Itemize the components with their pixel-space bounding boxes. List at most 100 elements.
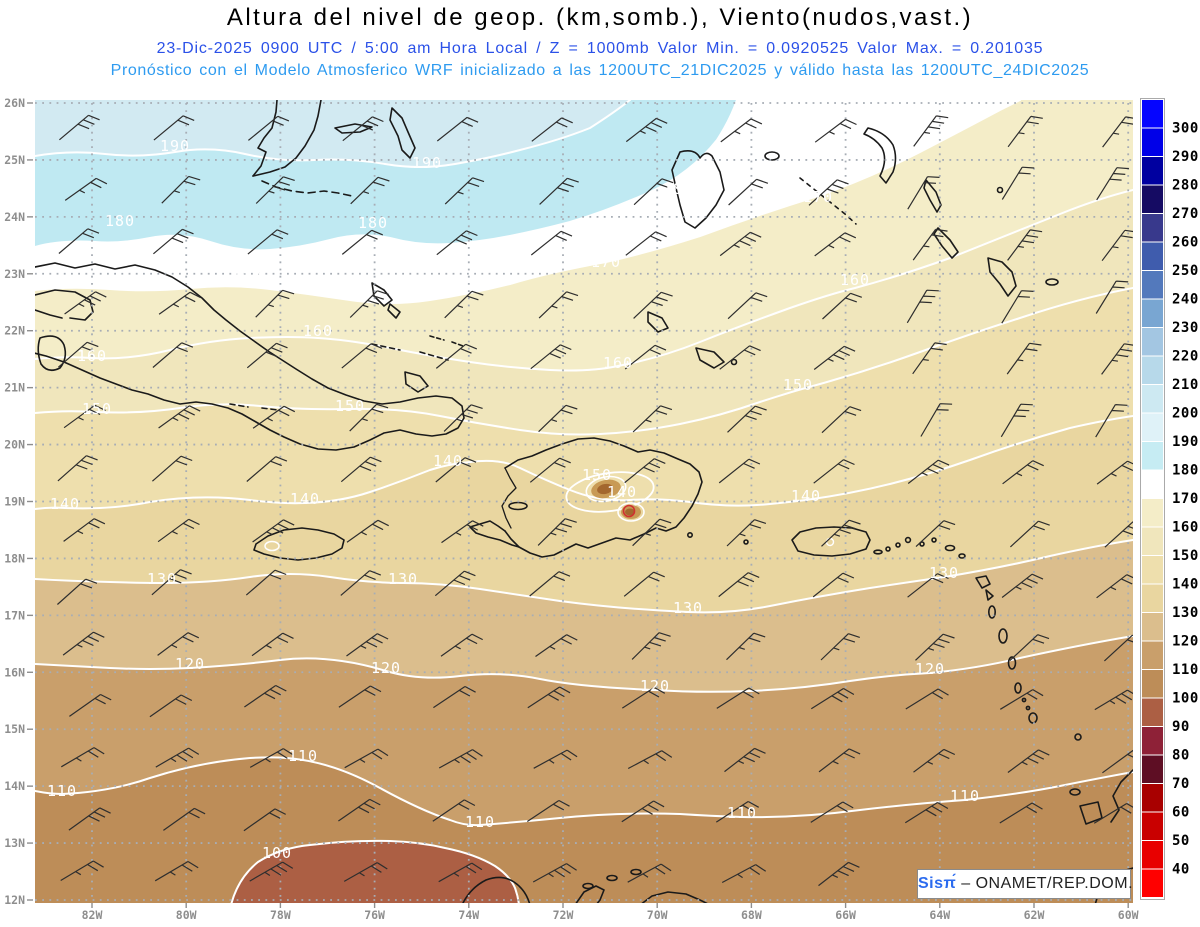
wind-barb bbox=[530, 230, 573, 256]
wind-barb bbox=[247, 229, 289, 255]
lon-label: 66W bbox=[835, 908, 856, 922]
wind-barb bbox=[346, 519, 389, 543]
wind-barb bbox=[1009, 520, 1050, 548]
wind-barb bbox=[444, 290, 484, 319]
colorbar-value: 150 bbox=[1172, 548, 1199, 564]
wind-barb bbox=[822, 292, 863, 320]
wind-barb bbox=[64, 291, 107, 315]
colorbar-value: 70 bbox=[1172, 776, 1190, 792]
wind-barb bbox=[157, 632, 200, 656]
contour-label-140: 140 bbox=[290, 490, 320, 508]
wind-barb bbox=[436, 230, 478, 256]
wind-barb bbox=[1104, 521, 1133, 548]
wind-barb bbox=[716, 687, 760, 709]
wind-barb bbox=[726, 519, 767, 547]
colorbar-value: 100 bbox=[1172, 691, 1199, 707]
subtitle-model: Pronóstico con el Modelo Atmosferico WRF… bbox=[110, 62, 1090, 79]
wind-barb bbox=[342, 116, 384, 142]
contour-label-140: 140 bbox=[607, 483, 637, 501]
wind-barb bbox=[625, 231, 667, 256]
lon-label: 76W bbox=[364, 908, 385, 922]
colorbar-value: 210 bbox=[1172, 377, 1199, 393]
wind-barb bbox=[821, 519, 861, 547]
wind-barb bbox=[621, 686, 666, 709]
wind-barb bbox=[58, 341, 99, 368]
contour-label-140: 140 bbox=[791, 487, 821, 505]
contour-label-180: 180 bbox=[358, 214, 388, 232]
wind-barb bbox=[920, 403, 953, 437]
colorbar-segment bbox=[1142, 869, 1163, 897]
colorbar-value: 230 bbox=[1172, 320, 1199, 336]
wind-barb bbox=[69, 693, 112, 717]
colorbar-value: 300 bbox=[1172, 121, 1199, 137]
wind-barb bbox=[58, 228, 100, 254]
colorbar-segment bbox=[1142, 157, 1163, 185]
contour-label-150: 150 bbox=[783, 376, 813, 394]
colorbar-segment bbox=[1142, 413, 1163, 441]
wind-barb bbox=[340, 456, 382, 483]
wind-barb bbox=[727, 292, 768, 320]
contour-label-130: 130 bbox=[147, 570, 177, 588]
wind-barb bbox=[530, 344, 572, 370]
colorbar-segment bbox=[1142, 527, 1163, 555]
wind-barb bbox=[624, 458, 666, 484]
wind-barb bbox=[813, 345, 856, 370]
colorbar-frame bbox=[1140, 98, 1165, 900]
colorbar-value: 50 bbox=[1172, 833, 1190, 849]
contour-label-120: 120 bbox=[175, 655, 205, 673]
lon-label: 74W bbox=[458, 908, 479, 922]
wind-barb bbox=[623, 571, 665, 597]
colorbar-segment bbox=[1142, 470, 1163, 498]
wind-barb bbox=[244, 684, 287, 708]
wind-barb bbox=[1103, 634, 1133, 662]
wind-barb bbox=[535, 634, 578, 657]
sispi-logo: Sisπ́ bbox=[918, 875, 957, 892]
wind-barb bbox=[907, 176, 940, 210]
colorbar-segment bbox=[1142, 755, 1163, 783]
colorbar-value: 160 bbox=[1172, 520, 1199, 536]
wind-barb bbox=[438, 862, 483, 883]
wind-barb bbox=[432, 799, 476, 822]
wind-barb bbox=[539, 177, 579, 205]
wind-barb bbox=[1095, 404, 1128, 438]
contour-label-140: 140 bbox=[433, 452, 463, 470]
contour-150 bbox=[35, 287, 1133, 436]
wind-barb bbox=[63, 404, 106, 429]
wind-barb bbox=[624, 344, 667, 370]
wind-barb bbox=[443, 404, 483, 432]
wind-barb bbox=[810, 801, 854, 823]
page-title: Altura del nivel de geop. (km,somb.), Vi… bbox=[226, 4, 974, 31]
lat-label: 26N bbox=[4, 96, 25, 110]
colorbar-segment bbox=[1142, 556, 1163, 584]
lon-label: 80W bbox=[176, 908, 197, 922]
wind-barb bbox=[907, 459, 950, 484]
wind-barb bbox=[810, 687, 855, 710]
colorbar-segment bbox=[1142, 100, 1163, 128]
wind-barb bbox=[532, 863, 577, 883]
wind-barb bbox=[153, 228, 194, 255]
wind-barb bbox=[163, 807, 206, 831]
wind-barb bbox=[350, 176, 390, 205]
colorbar-value: 40 bbox=[1172, 862, 1190, 878]
wind-barb bbox=[1101, 229, 1133, 262]
wind-barb bbox=[1095, 280, 1129, 314]
wind-barb bbox=[444, 177, 485, 205]
wind-barb bbox=[1009, 634, 1050, 662]
wind-barb bbox=[154, 860, 199, 882]
wind-barb bbox=[64, 177, 108, 201]
wind-barb bbox=[1096, 167, 1129, 201]
wind-barb bbox=[814, 232, 857, 257]
contour-170 bbox=[35, 100, 1021, 304]
contour-label-170: 170 bbox=[803, 188, 833, 206]
wind-barb bbox=[721, 864, 767, 884]
contour-label-150: 150 bbox=[82, 400, 112, 418]
contour-label-150: 150 bbox=[335, 397, 365, 415]
wind-barb bbox=[726, 632, 766, 661]
wind-barb bbox=[724, 747, 766, 773]
lon-label: 70W bbox=[647, 908, 668, 922]
lon-label: 82W bbox=[82, 908, 103, 922]
lat-label: 19N bbox=[4, 495, 25, 509]
wind-barb bbox=[255, 289, 295, 318]
wind-barb bbox=[1001, 166, 1035, 200]
